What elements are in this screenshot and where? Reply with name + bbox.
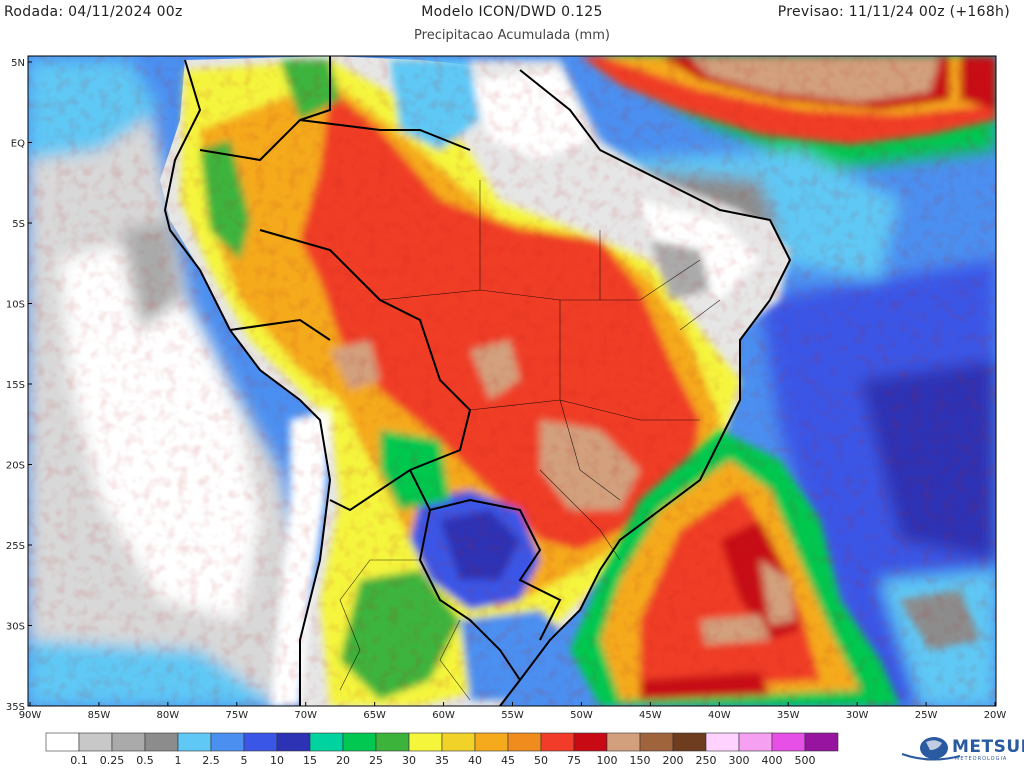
lon-label: 25W xyxy=(915,710,938,721)
variable-subtitle: Precipitacao Acumulada (mm) xyxy=(414,28,610,43)
lat-label: 25S xyxy=(6,541,25,552)
legend-swatch xyxy=(705,732,740,752)
lon-label: 60W xyxy=(432,710,455,721)
legend-swatch xyxy=(507,732,542,752)
legend-value: 75 xyxy=(567,754,581,767)
run-date-label: Rodada: 04/11/2024 00z xyxy=(4,4,183,20)
lon-label: 30W xyxy=(846,710,869,721)
lat-label: 30S xyxy=(6,622,25,633)
legend-swatch xyxy=(111,732,146,752)
legend-value: 0.1 xyxy=(70,754,88,767)
legend-swatch xyxy=(177,732,212,752)
lat-label: 20S xyxy=(6,461,25,472)
precipitation-map: 5N EQ 5S 10S 15S 20S 25S 30S 35S 90W 85W 80W 75W 70W… xyxy=(6,55,1007,721)
lon-label: 40W xyxy=(708,710,731,721)
lat-label: 5S xyxy=(12,219,25,230)
legend-swatch xyxy=(144,732,179,752)
precip-color-legend: 0.1 0.25 0.5 1 2.5 5 10 15 20 25 30 35 40 45 50 75 100 15… xyxy=(45,732,839,767)
latitude-labels: 5N EQ 5S 10S 15S 20S 25S 30S 35S xyxy=(6,58,32,713)
legend-value: 150 xyxy=(630,754,651,767)
legend-value: 45 xyxy=(501,754,515,767)
legend-value: 500 xyxy=(795,754,816,767)
legend-swatch xyxy=(276,732,311,752)
lon-label: 75W xyxy=(225,710,248,721)
legend-value: 300 xyxy=(729,754,750,767)
legend-value: 30 xyxy=(402,754,416,767)
lon-label: 35W xyxy=(777,710,800,721)
lat-label: 35S xyxy=(6,702,25,713)
legend-value: 20 xyxy=(336,754,350,767)
legend-value: 0.5 xyxy=(136,754,154,767)
legend-swatch xyxy=(639,732,674,752)
legend-value: 40 xyxy=(468,754,482,767)
legend-value: 50 xyxy=(534,754,548,767)
lon-label: 65W xyxy=(363,710,386,721)
legend-value: 200 xyxy=(663,754,684,767)
lon-label: 90W xyxy=(19,710,42,721)
legend-value: 25 xyxy=(369,754,383,767)
legend-swatch xyxy=(45,732,80,752)
legend-value: 35 xyxy=(435,754,449,767)
lat-label: EQ xyxy=(11,139,25,150)
legend-swatch xyxy=(540,732,575,752)
lon-label: 55W xyxy=(501,710,524,721)
legend-swatch xyxy=(738,732,773,752)
coastline-borders xyxy=(163,56,792,706)
lon-label: 85W xyxy=(88,710,111,721)
legend-swatch xyxy=(474,732,509,752)
lon-label: 45W xyxy=(639,710,662,721)
legend-swatch xyxy=(573,732,608,752)
legend-value: 250 xyxy=(696,754,717,767)
legend-value: 5 xyxy=(241,754,248,767)
lon-label: 20W xyxy=(984,710,1007,721)
lat-label: 15S xyxy=(6,380,25,391)
legend-swatch xyxy=(342,732,377,752)
lon-label: 70W xyxy=(294,710,317,721)
legend-swatch xyxy=(606,732,641,752)
lon-label: 80W xyxy=(157,710,180,721)
longitude-labels: 90W 85W 80W 75W 70W 65W 60W 55W 50W 45W 40W 35W 30W 2… xyxy=(19,702,1007,721)
legend-swatch xyxy=(309,732,344,752)
logo-subtext: METEOROLOGIA xyxy=(955,756,1008,762)
forecast-time-label: Previsao: 11/11/24 00z (+168h) xyxy=(777,4,1010,20)
legend-swatch xyxy=(672,732,707,752)
legend-swatch xyxy=(771,732,806,752)
legend-swatch xyxy=(243,732,278,752)
legend-value: 400 xyxy=(762,754,783,767)
lat-label: 10S xyxy=(6,300,25,311)
metsul-logo xyxy=(901,737,961,761)
legend-swatch xyxy=(408,732,443,752)
state-borders xyxy=(339,180,721,701)
legend-swatch xyxy=(210,732,245,752)
legend-swatch xyxy=(78,732,113,752)
legend-swatch xyxy=(804,732,839,752)
legend-value: 1 xyxy=(175,754,182,767)
precip-field xyxy=(28,56,996,706)
lat-label: 5N xyxy=(11,58,25,69)
legend-value: 2.5 xyxy=(202,754,220,767)
model-title: Modelo ICON/DWD 0.125 xyxy=(421,4,603,20)
legend-value: 0.25 xyxy=(100,754,125,767)
lon-label: 50W xyxy=(570,710,593,721)
legend-value: 15 xyxy=(303,754,317,767)
logo-wordmark: METSUL xyxy=(952,737,1024,757)
legend-swatch xyxy=(441,732,476,752)
legend-value: 10 xyxy=(270,754,284,767)
legend-swatch xyxy=(375,732,410,752)
legend-value: 100 xyxy=(597,754,618,767)
